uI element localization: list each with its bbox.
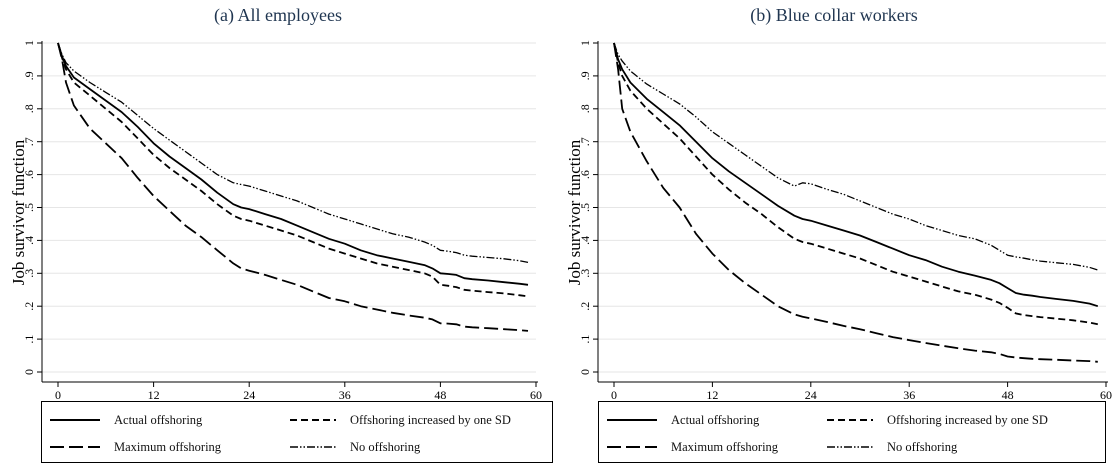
y-tick-label: .8	[578, 104, 592, 113]
legend-item-sd: Offshoring increased by one SD	[827, 411, 1048, 429]
legend-label: Actual offshoring	[671, 412, 760, 427]
series-line-solid	[613, 42, 1099, 308]
x-tick-label: 0	[55, 388, 61, 400]
legend-label: Maximum offshoring	[114, 439, 222, 454]
y-tick-label: .9	[22, 71, 36, 80]
y-tick-label: .4	[22, 236, 36, 245]
chart-legend: Actual offshoring Offshoring increased b…	[598, 401, 1106, 463]
series-line-dashdotdot	[613, 42, 1098, 271]
legend-item-none: No offshoring	[827, 438, 957, 456]
x-tick-label: 60	[530, 388, 542, 400]
chart-legend: Actual offshoring Offshoring increased b…	[41, 401, 553, 463]
y-axis-label: Job survivor function	[565, 139, 584, 285]
legend-item-actual: Actual offshoring	[607, 411, 759, 429]
legend-item-max: Maximum offshoring	[607, 438, 778, 456]
legend-swatch-longdash	[50, 446, 100, 448]
y-axis-label: Job survivor function	[9, 139, 28, 285]
x-tick-label: 24	[805, 388, 817, 400]
chart-panel-b: (b) Blue collar workers 0 .1 .2 .3 .4 .5 .6 .7.…	[556, 0, 1112, 472]
y-tick-label: 0	[22, 369, 36, 375]
legend-item-actual: Actual offshoring	[50, 411, 202, 429]
legend-swatch-solid	[607, 419, 657, 421]
legend-swatch-dashdotdot	[290, 446, 336, 448]
y-tick-label: 0	[578, 369, 592, 375]
y-tick-label: .6	[578, 170, 592, 179]
x-tick-label: 24	[243, 388, 255, 400]
legend-label: Offshoring increased by one SD	[887, 412, 1048, 427]
legend-swatch-solid	[50, 419, 100, 421]
series-line-longdash	[613, 42, 1098, 363]
chart-title: (b) Blue collar workers	[750, 5, 918, 25]
y-tick-label: .7	[578, 137, 592, 146]
legend-item-sd: Offshoring increased by one SD	[290, 411, 511, 429]
y-tick-label: .1	[578, 335, 592, 344]
series-line-dashed	[613, 42, 1098, 326]
legend-swatch-dashed	[290, 419, 336, 421]
series-line-solid	[57, 42, 529, 286]
y-tick-label: .8	[22, 104, 36, 113]
legend-item-none: No offshoring	[290, 438, 420, 456]
x-tick-label: 0	[611, 388, 617, 400]
chart-panel-a: (a) All employees 0 .1 .2 .3 .4 .5 .6 .7 .8 .9 1 0 1…	[9, 5, 553, 463]
y-tick-label: .9	[578, 71, 592, 80]
x-tick-label: 36	[903, 388, 915, 400]
y-tick-label: .1	[22, 335, 36, 344]
x-tick-label: 60	[1100, 388, 1112, 400]
series-line-dashed	[57, 42, 529, 298]
y-tick-label: .4	[578, 236, 592, 245]
legend-swatch-dashdotdot	[827, 446, 873, 448]
x-tick-label: 12	[148, 388, 160, 400]
legend-swatch-longdash	[607, 446, 657, 448]
x-tick-label: 12	[706, 388, 718, 400]
y-tick-label: .5	[578, 203, 592, 212]
legend-label: Actual offshoring	[114, 412, 203, 427]
x-tick-label: 36	[339, 388, 351, 400]
x-tick-label: 48	[434, 388, 446, 400]
y-tick-label: .5	[22, 203, 36, 212]
y-tick-label: .2	[578, 302, 592, 311]
series-line-dashdotdot	[57, 42, 529, 264]
legend-label: No offshoring	[350, 439, 421, 454]
y-tick-label: .6	[22, 170, 36, 179]
y-tick-label: .2	[22, 302, 36, 311]
y-tick-label: 1	[578, 40, 592, 46]
x-tick-label: 48	[1002, 388, 1014, 400]
y-tick-label: .7	[22, 137, 36, 146]
y-tick-label: 1	[22, 40, 36, 46]
y-tick-label: .3	[22, 269, 36, 278]
series-line-longdash	[57, 42, 529, 332]
legend-item-max: Maximum offshoring	[50, 438, 221, 456]
legend-label: Maximum offshoring	[671, 439, 779, 454]
legend-label: Offshoring increased by one SD	[350, 412, 511, 427]
legend-swatch-dashed	[827, 419, 873, 421]
y-tick-label: .3	[578, 269, 592, 278]
legend-label: No offshoring	[887, 439, 958, 454]
chart-title: (a) All employees	[214, 5, 342, 25]
